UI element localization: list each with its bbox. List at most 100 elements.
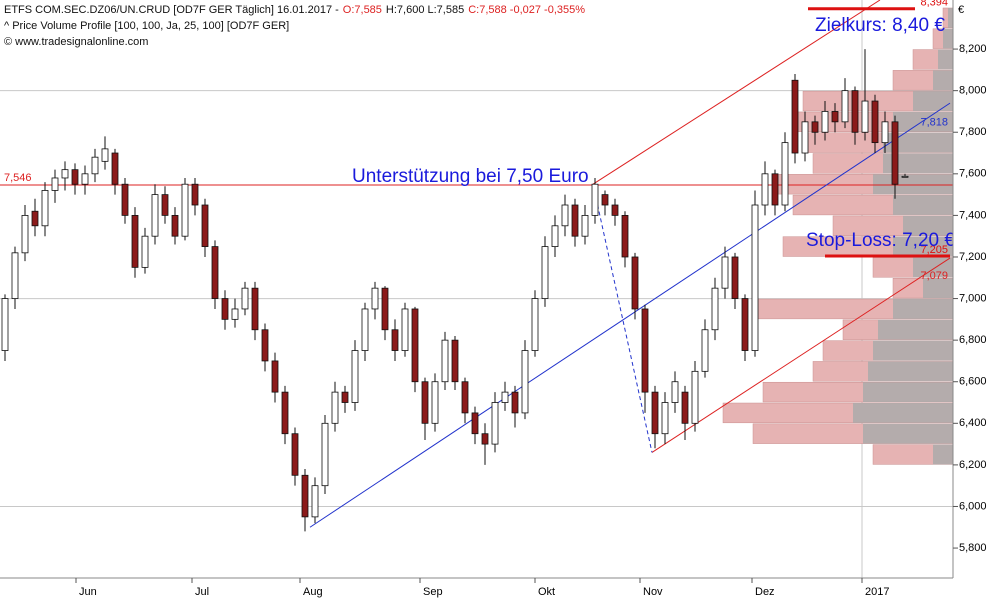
candle-body (761, 173, 769, 206)
y-tick-label: 7,800 (959, 126, 987, 138)
header-title: ETFS COM.SEC.DZ06/UN.CRUD [OD7F GER Tägl… (4, 4, 339, 16)
profile-bar-grey (883, 153, 953, 174)
profile-bar-grey (883, 132, 953, 153)
candle-body (331, 391, 339, 424)
header: ETFS COM.SEC.DZ06/UN.CRUD [OD7F GER Tägl… (4, 4, 585, 16)
candle-body (121, 183, 129, 216)
candle-body (211, 246, 219, 299)
candle-body (191, 183, 199, 206)
candle-body (701, 329, 709, 372)
candle-body (451, 339, 459, 383)
profile-bar-grey (873, 174, 953, 195)
candle-body (151, 194, 159, 237)
candle-body (441, 339, 449, 383)
candle-body (491, 402, 499, 445)
candle-body (821, 111, 829, 133)
candle-body (741, 298, 749, 351)
x-tick-label: Sep (423, 586, 443, 598)
candle-body (341, 391, 349, 403)
candle-body (591, 183, 599, 216)
y-tick-label: 7,000 (959, 292, 987, 304)
candle-body (31, 210, 39, 227)
candle-body (311, 485, 319, 518)
candle-body (21, 214, 29, 254)
y-tick-label: 7,200 (959, 251, 987, 263)
candle-body (771, 173, 779, 206)
line-label: 7,818 (920, 116, 948, 128)
candle-body (301, 474, 309, 518)
y-tick-label: 7,600 (959, 168, 987, 180)
profile-bar-grey (873, 340, 953, 361)
profile-bar-grey (853, 403, 953, 423)
candle-body (51, 177, 59, 191)
candle-body (131, 214, 139, 268)
candle-body (601, 194, 609, 206)
trend-line (592, 184, 653, 453)
candle-body (621, 214, 629, 258)
candle-body (411, 308, 419, 383)
candle-body (521, 350, 529, 414)
candle-body (691, 370, 699, 424)
profile-bar-grey (933, 70, 953, 91)
candle-body (571, 204, 579, 237)
candle-body (81, 173, 89, 185)
candle-body (201, 204, 209, 247)
candle-body (611, 204, 619, 216)
candle-body (811, 121, 819, 133)
candle-body (831, 111, 839, 123)
candle-body (531, 298, 539, 351)
profile-bar-grey (903, 215, 953, 236)
candle-body (511, 391, 519, 414)
candle-body (281, 391, 289, 435)
candle-body (391, 329, 399, 351)
candle-body (501, 391, 509, 403)
candle-body (471, 412, 479, 435)
profile-bar-grey (863, 423, 953, 444)
candle-body (101, 148, 109, 162)
candle-body (141, 235, 149, 268)
y-tick-label: 6,400 (959, 417, 987, 429)
line-label: 8,394 (920, 0, 948, 9)
profile-bar-grey (893, 111, 953, 132)
y-tick-label: 7,400 (959, 209, 987, 221)
candle-body (841, 90, 849, 123)
candle-body (581, 214, 589, 237)
candle-body (431, 381, 439, 424)
candle-body (1, 298, 9, 351)
candle-body (371, 287, 379, 310)
candle-body (721, 256, 729, 289)
candle-body (271, 360, 279, 393)
candle-body (221, 298, 229, 320)
candle-body (661, 402, 669, 435)
candle-body (41, 190, 49, 227)
y-tick-label: 6,200 (959, 459, 987, 471)
candle-body (651, 391, 659, 435)
line-label: 7,546 (4, 172, 32, 184)
y-tick-label: 5,800 (959, 542, 987, 554)
candle-body (71, 169, 79, 185)
y-tick-label: 6,600 (959, 376, 987, 388)
candle-body (561, 204, 569, 227)
candle-body (401, 308, 409, 351)
trend-line (651, 257, 951, 453)
x-tick-label: Okt (538, 586, 555, 598)
profile-bar-grey (893, 299, 953, 319)
candle-body (901, 175, 909, 178)
y-tick-label: 6,800 (959, 334, 987, 346)
profile-bar-grey (948, 7, 953, 28)
profile-bar-grey (878, 319, 953, 340)
candle-body (351, 350, 359, 403)
profile-bar-grey (933, 444, 953, 465)
candle-body (381, 287, 389, 331)
x-tick-label: 2017 (865, 586, 889, 598)
profile-bar-grey (893, 236, 953, 257)
candle-body (481, 433, 489, 445)
candle-body (361, 308, 369, 351)
x-tick-label: Aug (303, 586, 323, 598)
line-label: 7,079 (920, 270, 948, 282)
candle-body (291, 433, 299, 476)
profile-bar-grey (893, 195, 953, 215)
candle-body (251, 287, 259, 331)
annotation: Zielkurs: 8,40 € (815, 15, 945, 36)
profile-bar-grey (938, 49, 953, 70)
